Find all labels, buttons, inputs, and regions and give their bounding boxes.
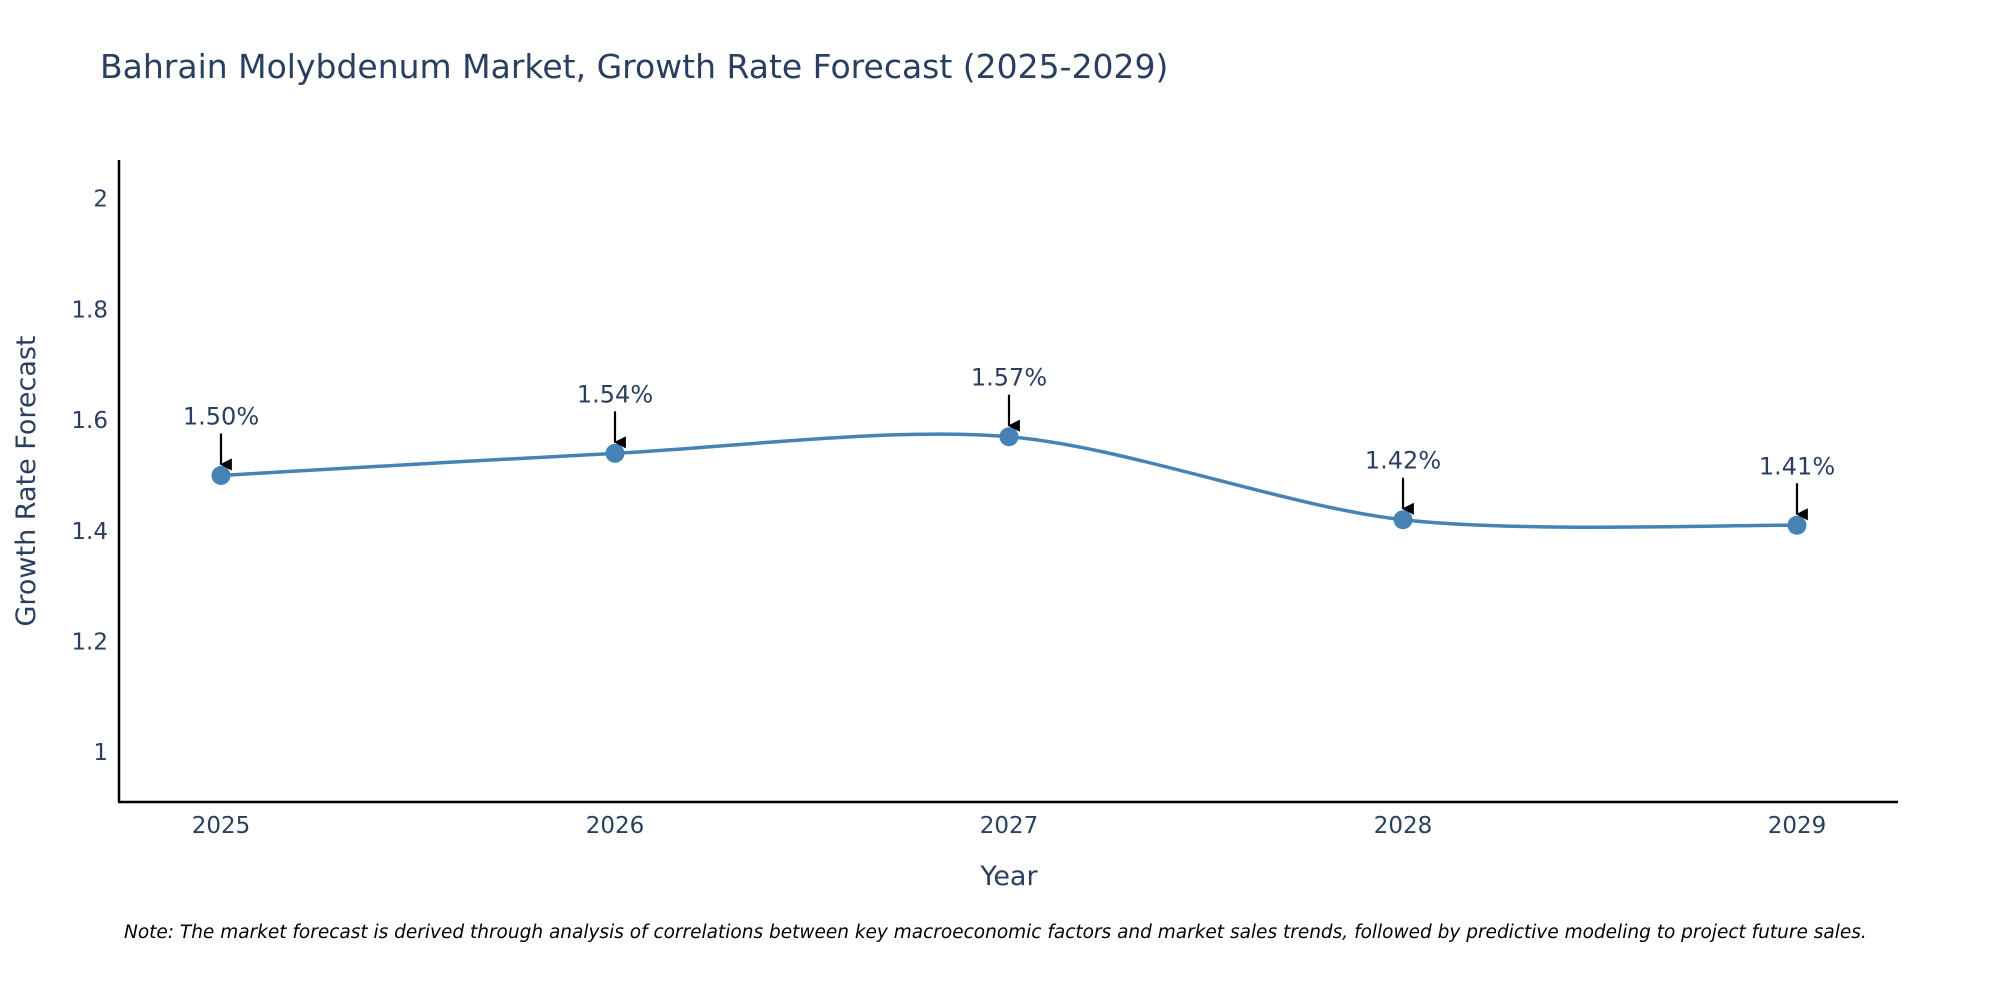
- y-tick-label: 2: [93, 187, 108, 213]
- x-tick-label: 2025: [192, 813, 251, 839]
- annotation-label: 1.42%: [1365, 447, 1441, 475]
- annotation-label: 1.54%: [577, 380, 653, 408]
- data-points: [211, 427, 1807, 535]
- y-tick-label: 1.6: [71, 408, 108, 434]
- data-point-2028: [1393, 510, 1413, 530]
- y-axis-ticks: 1 1.2 1.4 1.6 1.8 2: [71, 187, 108, 766]
- x-axis-title: Year: [979, 861, 1038, 892]
- data-point-2025: [211, 465, 231, 485]
- y-tick-label: 1.2: [71, 630, 108, 656]
- data-point-2027: [999, 427, 1019, 447]
- x-tick-label: 2029: [1768, 813, 1827, 839]
- footnote: Note: The market forecast is derived thr…: [124, 922, 1867, 943]
- data-point-2026: [605, 443, 625, 463]
- series-line: [220, 432, 1798, 529]
- data-annotations: 1.50% 1.54% 1.57% 1.42% 1.41%: [183, 364, 1835, 521]
- x-tick-label: 2028: [1374, 813, 1433, 839]
- y-tick-label: 1.8: [71, 297, 108, 323]
- y-tick-label: 1.4: [71, 519, 108, 545]
- annotation-label: 1.57%: [971, 364, 1047, 392]
- y-tick-label: 1: [93, 740, 108, 766]
- y-axis-title: Growth Rate Forecast: [11, 335, 42, 626]
- x-axis-ticks: 2025 2026 2027 2028 2029: [192, 813, 1827, 839]
- data-point-2029: [1787, 515, 1807, 535]
- chart-title: Bahrain Molybdenum Market, Growth Rate F…: [100, 47, 1168, 86]
- x-tick-label: 2026: [586, 813, 645, 839]
- annotation-label: 1.41%: [1759, 452, 1835, 480]
- annotation-label: 1.50%: [183, 402, 259, 430]
- x-tick-label: 2027: [980, 813, 1039, 839]
